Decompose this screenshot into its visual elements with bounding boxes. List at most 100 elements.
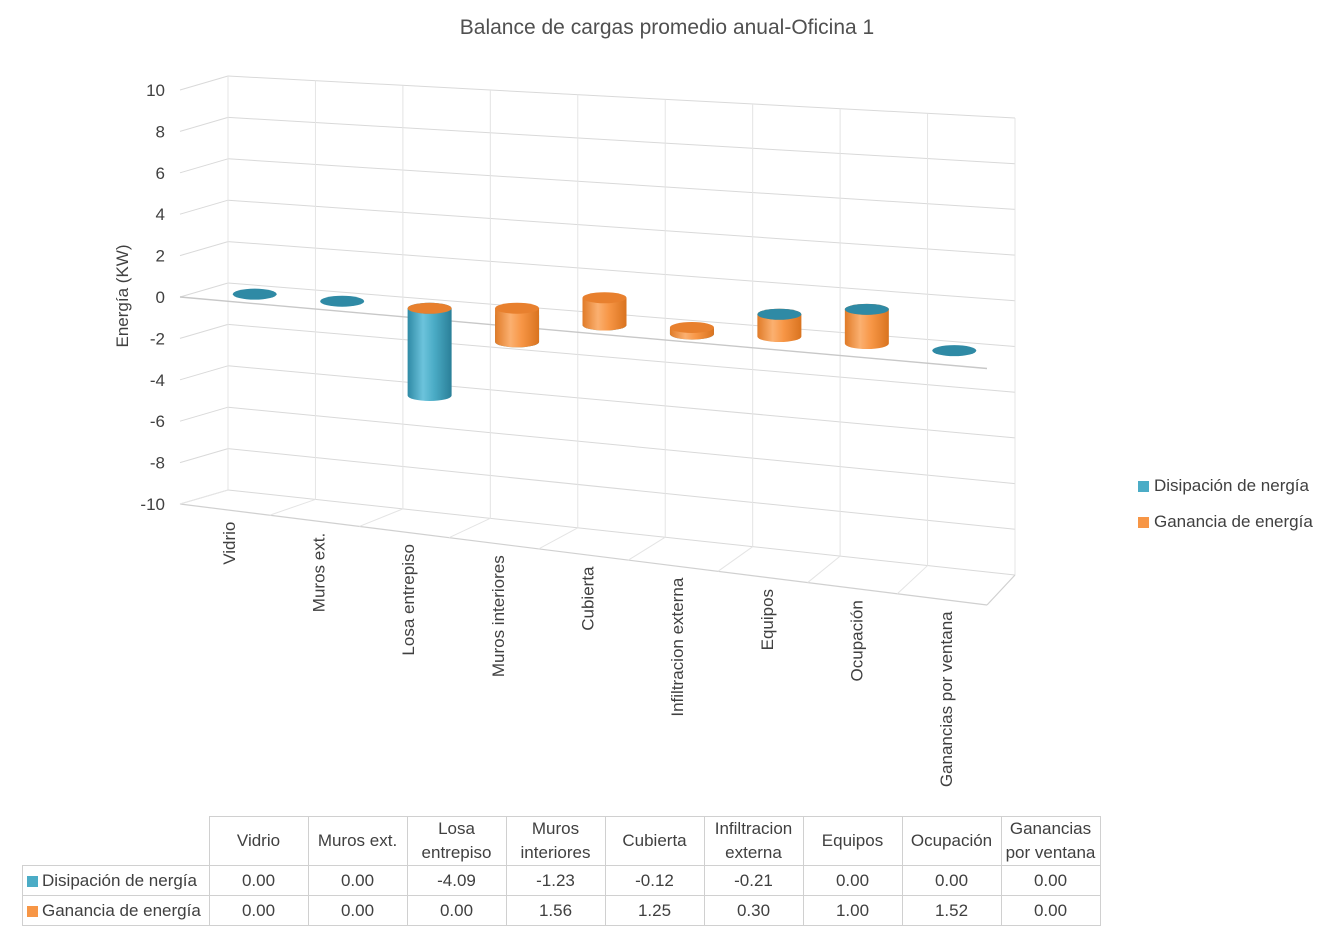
table-header-row: Vidrio Muros ext. Losa entrepiso Muros int… — [22, 816, 1101, 866]
table-cell: -1.23 — [505, 865, 606, 896]
gridline-side — [179, 75, 229, 91]
legend-label: Disipación de nergía — [1154, 476, 1309, 495]
table-cell: 0.00 — [307, 865, 408, 896]
y-tick-label: -10 — [140, 495, 165, 514]
table-header-cell: Muros interiores — [505, 816, 606, 866]
table-row: Disipación de nergía 0.00 0.00 -4.09 -1.… — [22, 865, 1101, 896]
gridline-side — [179, 365, 229, 381]
bar-ganancia-7-body — [844, 309, 889, 350]
bar-ganancia-3-top — [495, 302, 540, 314]
bar-disipacion-2 — [407, 302, 452, 401]
y-tick-label: -4 — [150, 371, 165, 390]
bar-ganancia-5 — [669, 321, 714, 340]
data-table: Vidrio Muros ext. Losa entrepiso Muros int… — [22, 816, 1101, 926]
x-category-label: Vidrio — [220, 522, 239, 565]
legend-swatch-disipacion — [1138, 480, 1149, 492]
y-tick-label: 10 — [146, 81, 165, 100]
gridline-side — [179, 282, 229, 298]
floor-line — [448, 517, 491, 539]
zero-plane-edge — [179, 296, 988, 370]
y-tick-label: -8 — [150, 454, 165, 473]
floor-line — [179, 489, 229, 505]
bar-disipacion-2-body — [407, 308, 452, 401]
legend: Disipación de nergía Ganancia de energía — [1138, 468, 1313, 540]
chart-title: Balance de cargas promedio anual-Oficina… — [459, 16, 875, 39]
table-cell: 0.00 — [901, 865, 1002, 896]
series-swatch-ganancia — [27, 905, 38, 917]
x-category-label: Infiltracion externa — [668, 577, 687, 716]
floor-line — [717, 546, 753, 572]
gridline — [227, 158, 1016, 210]
table-cell: 0.00 — [1000, 895, 1101, 926]
table-header-cell: Ocupación — [901, 816, 1002, 866]
gridline-side — [179, 158, 229, 174]
floor-line — [628, 536, 666, 561]
bar-ganancia-3-body — [495, 308, 540, 348]
gridline — [227, 489, 1016, 576]
gridline-side — [179, 406, 229, 422]
table-header-cell: Ganancias por ventana — [1000, 816, 1101, 866]
gridline — [227, 406, 1016, 485]
y-tick-label: 2 — [156, 247, 165, 266]
y-tick-label: 4 — [156, 205, 165, 224]
table-row: Ganancia de energía 0.00 0.00 0.00 1.56 … — [22, 895, 1101, 926]
floor-edge — [179, 503, 988, 606]
bar-ganancia-cap-2 — [407, 302, 452, 314]
gridline — [227, 365, 1016, 439]
gridline — [227, 75, 1016, 119]
gridline — [227, 448, 1016, 530]
x-category-label: Ocupación — [848, 600, 867, 681]
legend-item-ganancia: Ganancia de energía — [1138, 504, 1313, 540]
gridline-side — [179, 116, 229, 132]
table-header-cell: Muros ext. — [307, 816, 408, 866]
x-category-label: Equipos — [758, 589, 777, 650]
y-tick-label: -2 — [150, 329, 165, 348]
table-series-label: Ganancia de energía — [22, 895, 210, 926]
x-category-label: Cubierta — [579, 566, 598, 631]
gridline-side — [179, 323, 229, 339]
bar-disipacion-8-top — [932, 345, 977, 357]
gridline — [227, 116, 1016, 165]
floor-line — [538, 527, 579, 550]
gridline-side — [179, 199, 229, 215]
table-cell: 0.00 — [802, 865, 903, 896]
table-cell: 1.25 — [604, 895, 705, 926]
table-cell: 0.00 — [208, 895, 309, 926]
table-cell: 0.00 — [406, 895, 507, 926]
gridline — [227, 199, 1016, 256]
x-category-label: Ganancias por ventana — [937, 611, 956, 787]
table-header-cell: Cubierta — [604, 816, 705, 866]
table-cell: 1.00 — [802, 895, 903, 926]
bar-disipacion-0-top — [232, 288, 277, 300]
bar-disipacion-1 — [320, 295, 365, 307]
table-header-cell: Losa entrepiso — [406, 816, 507, 866]
legend-item-disipacion: Disipación de nergía — [1138, 468, 1313, 504]
y-axis-title: Energía (KW) — [113, 245, 132, 348]
table-cell: 0.30 — [703, 895, 804, 926]
bar-disipacion-1-top — [320, 295, 365, 307]
bar-ganancia-5-top — [669, 321, 714, 333]
table-header-cell: Equipos — [802, 816, 903, 866]
bar-ganancia-4-top — [582, 292, 627, 304]
series-swatch-disipacion — [27, 875, 38, 887]
table-header-cell: Infiltracion externa — [703, 816, 804, 866]
gridline — [227, 323, 1016, 393]
gridline-side — [179, 241, 229, 257]
table-cell: -0.12 — [604, 865, 705, 896]
y-tick-label: 8 — [156, 122, 165, 141]
bar-disipacion-cap-7 — [844, 303, 889, 315]
y-tick-label: 6 — [156, 164, 165, 183]
floor-line — [807, 555, 841, 583]
y-tick-label: -6 — [150, 412, 165, 431]
table-cell: 0.00 — [208, 865, 309, 896]
gridline — [227, 241, 1016, 302]
table-header-cell: Vidrio — [208, 816, 309, 866]
bar-ganancia-4 — [582, 292, 627, 331]
bar-disipacion-0 — [232, 288, 277, 300]
x-category-label: Muros ext. — [310, 533, 329, 612]
table-series-label: Disipación de nergía — [22, 865, 210, 896]
table-cell: -4.09 — [406, 865, 507, 896]
legend-swatch-ganancia — [1138, 516, 1149, 528]
floor-line — [896, 565, 928, 595]
